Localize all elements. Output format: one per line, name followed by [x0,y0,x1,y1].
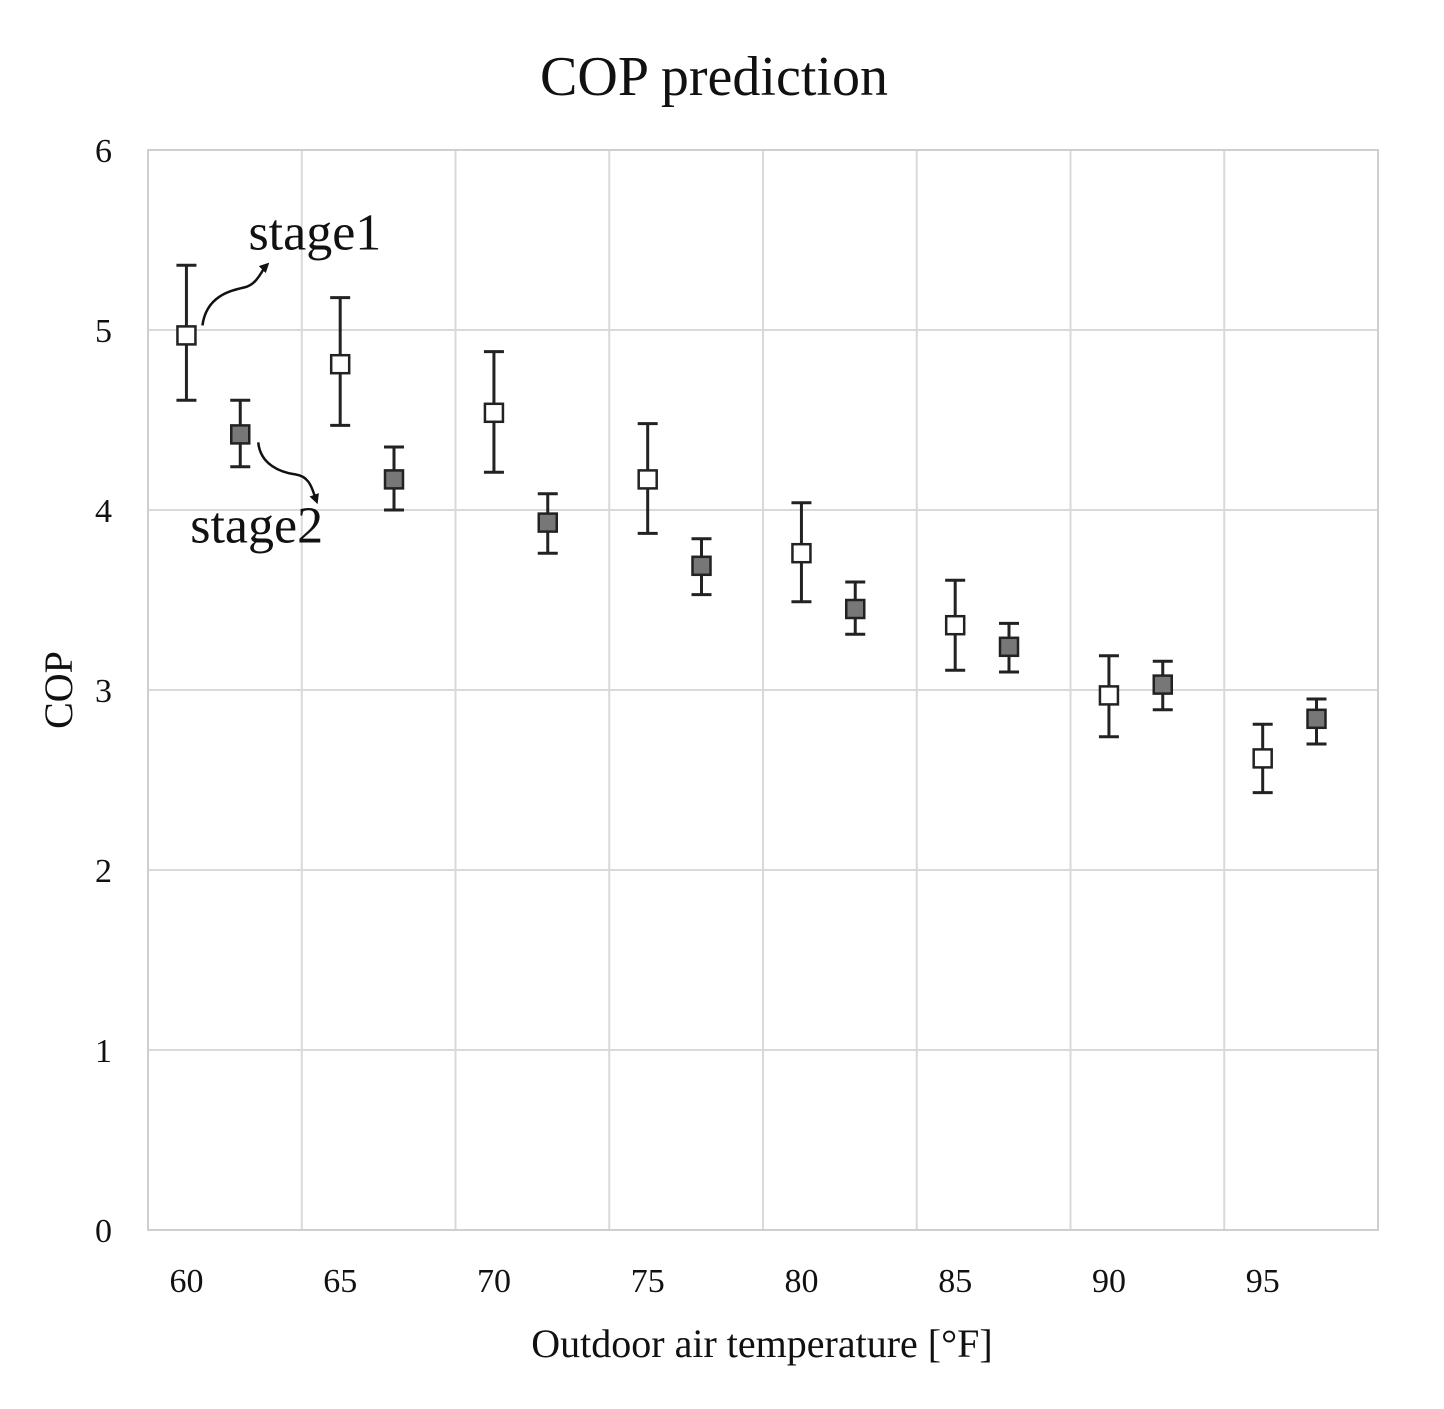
data-point-stage2 [1152,674,1173,695]
y-tick-label: 6 [95,133,112,170]
annotation-arrow-stage1 [201,262,270,326]
data-point-stage2 [998,636,1020,658]
data-point-stage2 [1306,708,1327,730]
data-point-stage2 [845,598,866,620]
y-tick-label: 4 [95,493,112,530]
x-tick-label: 95 [1246,1263,1280,1300]
data-point-stage1 [329,353,351,375]
x-tick-label: 60 [169,1263,203,1300]
y-tick-label: 2 [95,853,112,890]
y-axis-label: COP [36,651,81,729]
data-point-stage1 [483,402,505,424]
data-point-stage1 [944,614,966,636]
y-tick-label: 1 [95,1033,112,1070]
data-series [176,263,1327,795]
data-point-stage1 [1098,685,1120,706]
annotation-label-stage2: stage2 [190,497,323,554]
data-point-stage2 [383,469,405,490]
x-axis-ticks: 60 65 70 75 80 85 90 95 [169,1263,1279,1300]
y-tick-label: 0 [95,1213,112,1250]
y-axis-ticks: 0 1 2 3 4 5 6 [95,133,112,1250]
data-point-stage2 [691,555,712,577]
x-tick-label: 90 [1092,1263,1126,1300]
data-point-stage1 [637,469,658,490]
series-stage2 [230,398,1327,746]
grid-lines [148,150,1378,1230]
x-tick-label: 85 [938,1263,972,1300]
x-axis-label: Outdoor air temperature [°F] [531,1321,992,1366]
series-stage1 [176,263,1273,795]
annotation-label-stage1: stage1 [248,204,381,261]
data-point-stage2 [537,512,558,533]
data-point-stage1 [1252,748,1273,769]
x-tick-label: 75 [631,1263,665,1300]
annotation-arrow-stage2 [257,442,319,505]
x-tick-label: 70 [477,1263,511,1300]
data-point-stage2 [230,424,251,445]
y-tick-label: 5 [95,313,112,350]
data-point-stage1 [791,542,812,564]
plot-area-border [147,149,1379,1231]
x-tick-label: 80 [784,1263,818,1300]
annotations: stage1 stage2 [190,204,381,554]
data-point-stage1 [176,325,197,346]
x-tick-label: 65 [323,1263,357,1300]
chart-title: COP prediction [540,46,888,108]
y-tick-label: 3 [95,673,112,710]
